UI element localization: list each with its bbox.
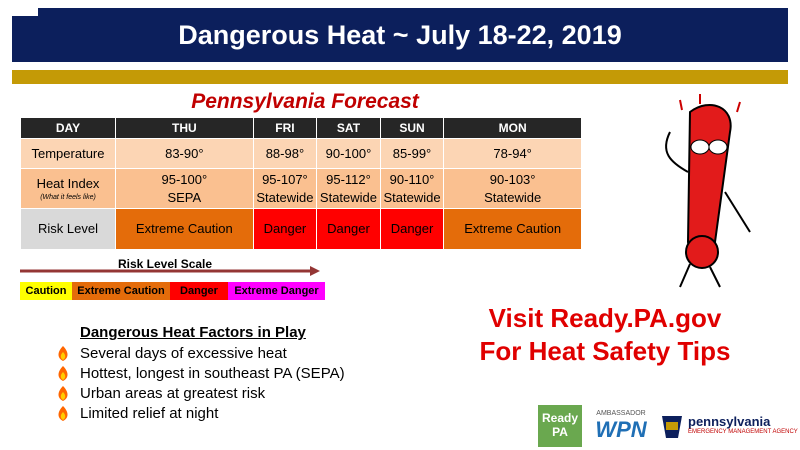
factor-item: Limited relief at night	[80, 405, 219, 422]
logo-text: PA	[552, 425, 568, 439]
cell: 95-112° Statewide	[316, 168, 381, 209]
factor-item: Hottest, longest in southeast PA (SEPA)	[80, 365, 345, 382]
factors-title: Dangerous Heat Factors in Play	[80, 324, 306, 341]
cell: Extreme Caution	[115, 208, 254, 250]
cell: 78-94°	[443, 138, 582, 169]
ready-pa-logo: Ready PA	[538, 405, 582, 447]
range: 95-107°	[262, 171, 308, 187]
flame-icons	[58, 346, 68, 421]
cell: Danger	[379, 208, 445, 250]
cell: Danger	[316, 208, 381, 250]
cell: 90-100°	[316, 138, 381, 169]
range: 95-100°	[161, 171, 208, 187]
range: 90-110°	[389, 171, 435, 187]
logo-text: EMERGENCY MANAGEMENT AGENCY	[688, 429, 798, 435]
cell: 90-110° Statewide	[379, 168, 445, 209]
wpn-logo: AMBASSADOR WPN	[588, 410, 654, 443]
area: Statewide	[256, 189, 314, 205]
pema-logo: pennsylvania EMERGENCY MANAGEMENT AGENCY	[688, 414, 798, 435]
logo-text: Ready	[541, 411, 579, 425]
area: Statewide	[484, 189, 542, 205]
area: Statewide	[383, 189, 441, 205]
flame	[58, 386, 68, 401]
scale-title: Risk Level Scale	[118, 257, 213, 271]
row-label: Risk Level	[20, 208, 116, 250]
header-row: DAY THU FRI SAT SUN MON	[20, 117, 582, 139]
cell: 90-103° Statewide	[443, 168, 582, 209]
logo-text: pennsylvania	[688, 414, 771, 429]
temperature-row: Temperature 83-90° 88-98° 90-100° 85-99°…	[20, 138, 582, 169]
logo-text: AMBASSADOR	[596, 410, 646, 417]
flame	[58, 406, 68, 421]
cta-line: Visit Ready.PA.gov	[488, 303, 722, 333]
row-label-cell: Heat Index (What it feels like)	[20, 168, 116, 209]
cell: 83-90°	[115, 138, 254, 169]
range: 95-112°	[326, 171, 371, 187]
thermometer-character	[665, 94, 751, 288]
col-header: SAT	[316, 117, 381, 139]
cell: 88-98°	[252, 138, 318, 169]
row-note: (What it feels like)	[40, 194, 96, 201]
header-notch	[12, 8, 38, 16]
header-title: Dangerous Heat ~ July 18-22, 2019	[178, 19, 622, 50]
scale-level: Danger	[170, 282, 228, 300]
gold-bar	[12, 70, 788, 84]
row-label: Temperature	[20, 138, 116, 169]
cell: 85-99°	[379, 138, 445, 169]
scale-level: Extreme Caution	[72, 282, 170, 300]
col-header: SUN	[379, 117, 445, 139]
header-bar: Dangerous Heat ~ July 18-22, 2019	[12, 8, 788, 62]
area: SEPA	[167, 189, 202, 205]
keystone-icon	[662, 416, 682, 438]
cell: 95-107° Statewide	[252, 168, 318, 209]
logo-text: WPN	[595, 417, 647, 442]
col-header: FRI	[252, 117, 318, 139]
forecast-table: DAY THU FRI SAT SUN MON Temperature 83-9…	[20, 117, 582, 250]
factor-item: Several days of excessive heat	[80, 345, 287, 362]
arrow-head	[310, 266, 320, 276]
forecast-title: Pennsylvania Forecast	[191, 90, 419, 113]
area: Statewide	[319, 189, 378, 205]
col-header: THU	[115, 117, 254, 139]
cta-line: For Heat Safety Tips	[479, 336, 731, 366]
row-label: Heat Index	[36, 176, 100, 191]
flame	[58, 366, 68, 381]
cell: Extreme Caution	[443, 208, 582, 250]
factor-item: Urban areas at greatest risk	[80, 385, 266, 402]
flame	[58, 346, 68, 361]
scale-level: Caution	[20, 282, 72, 300]
scale-arrow	[20, 266, 320, 276]
range: 90-103°	[489, 171, 536, 187]
scale-level: Extreme Danger	[228, 282, 325, 300]
heat-index-row: Heat Index (What it feels like) 95-100° SE…	[20, 168, 582, 209]
col-header: MON	[443, 117, 582, 139]
cell: Danger	[252, 208, 318, 250]
col-header: DAY	[20, 117, 116, 139]
risk-row: Risk Level Extreme Caution Danger Danger…	[20, 208, 582, 250]
cell: 95-100° SEPA	[115, 168, 254, 209]
